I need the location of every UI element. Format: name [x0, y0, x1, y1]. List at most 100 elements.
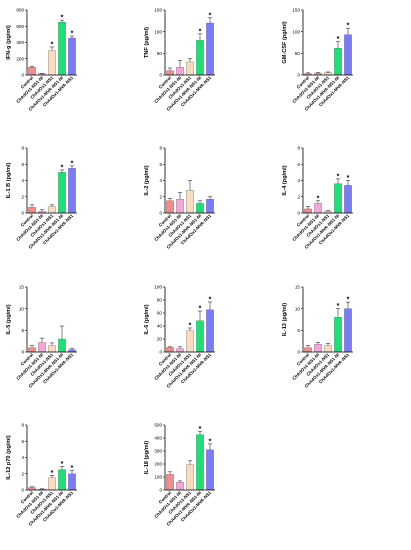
bar	[48, 206, 56, 214]
bar	[68, 473, 76, 491]
chart-panel: IL-18 (pg/ml)0100200300400500ControlChAd…	[144, 423, 215, 527]
bar	[166, 200, 174, 214]
y-tick-label: 2	[21, 194, 24, 199]
y-tick-label: 100	[154, 29, 162, 34]
bar	[176, 199, 184, 214]
chart-panel: IL-13 (pg/ml)051015ControlChAdOx1-NS1-NI…	[282, 285, 353, 389]
y-tick-label: 100	[154, 285, 162, 290]
bar	[344, 185, 352, 214]
y-tick-label: 4	[159, 178, 162, 183]
y-tick-label: 8	[21, 423, 24, 428]
bar	[176, 348, 184, 353]
bar	[48, 50, 56, 76]
bar	[186, 330, 194, 353]
y-axis-label: GM-CSF (pg/ml)	[282, 21, 288, 63]
bar	[334, 183, 342, 214]
y-tick-label: 10	[295, 306, 301, 311]
y-axis-label: IL-4 (pg/ml)	[282, 165, 288, 195]
bar	[38, 342, 46, 353]
bar	[314, 203, 322, 214]
significance-star: *	[51, 41, 54, 48]
bar	[28, 347, 36, 353]
y-tick-label: 4	[297, 178, 300, 183]
bar	[166, 70, 174, 76]
y-tick-label: 8	[21, 146, 24, 151]
bar	[196, 320, 204, 353]
y-axis-label: IL-5 (pg/ml)	[6, 304, 12, 334]
significance-star: *	[71, 31, 74, 38]
bar	[58, 338, 66, 353]
y-tick-label: 5	[21, 328, 24, 333]
significance-star: *	[209, 12, 212, 19]
y-tick-label: 100	[292, 29, 300, 34]
y-tick-label: 0	[297, 211, 300, 216]
significance-star: *	[61, 164, 64, 171]
significance-star: *	[199, 306, 202, 313]
bar	[324, 345, 332, 353]
y-tick-label: 0	[159, 488, 162, 493]
bar	[58, 22, 66, 76]
y-tick-label: 80	[157, 298, 163, 303]
significance-star: *	[61, 461, 64, 468]
bar	[176, 67, 184, 76]
bar	[206, 309, 214, 353]
y-axis-label: IL-18 (pg/ml)	[144, 441, 150, 474]
y-tick-label: 10	[19, 306, 25, 311]
bar	[28, 67, 36, 76]
significance-star: *	[209, 296, 212, 303]
bar	[196, 203, 204, 214]
bar	[166, 347, 174, 353]
bar	[68, 37, 76, 76]
bar	[58, 172, 66, 214]
y-tick-label: 2	[159, 194, 162, 199]
chart-panel: TNF (pg/ml)050100150ControlChAdOx1-NS1-N…	[144, 8, 215, 112]
y-tick-label: 2	[297, 194, 300, 199]
y-axis-label: TNF (pg/ml)	[144, 27, 150, 58]
significance-star: *	[199, 28, 202, 35]
y-tick-label: 500	[154, 423, 162, 428]
significance-star: *	[337, 173, 340, 180]
y-tick-label: 300	[154, 449, 162, 454]
significance-star: *	[71, 465, 74, 472]
bar	[196, 434, 204, 491]
bar	[166, 474, 174, 491]
y-tick-label: 0	[159, 211, 162, 216]
y-tick-label: 15	[19, 285, 25, 290]
y-axis-label: IL-6 (pg/ml)	[144, 304, 150, 334]
y-tick-label: 4	[21, 455, 24, 460]
significance-star: *	[71, 160, 74, 167]
y-tick-label: 0	[21, 488, 24, 493]
chart-panel: IFN-g (pg/ml)0200400600800ControlChAdOx1…	[6, 8, 77, 112]
bar	[206, 449, 214, 491]
y-axis-label: IFN-g (pg/ml)	[6, 25, 12, 60]
bar	[314, 344, 322, 353]
significance-star: *	[51, 470, 54, 477]
bar	[58, 469, 66, 491]
y-tick-label: 200	[16, 56, 24, 61]
bar	[186, 61, 194, 76]
y-axis-label: IL-13 (pg/ml)	[282, 303, 288, 336]
y-tick-label: 4	[21, 178, 24, 183]
significance-star: *	[347, 297, 350, 304]
bar	[48, 345, 56, 353]
y-tick-label: 150	[154, 8, 162, 13]
y-tick-label: 200	[154, 462, 162, 467]
y-tick-label: 6	[21, 162, 24, 167]
significance-star: *	[189, 322, 192, 329]
bar	[196, 40, 204, 76]
y-tick-label: 100	[154, 475, 162, 480]
y-tick-label: 60	[157, 311, 163, 316]
chart-panel: IL-6 (pg/ml)020406080100ControlChAdOx1-N…	[144, 285, 215, 389]
y-tick-label: 6	[159, 162, 162, 167]
y-tick-label: 0	[297, 73, 300, 78]
y-tick-label: 0	[159, 350, 162, 355]
significance-star: *	[337, 303, 340, 310]
y-axis-label: IL-2 (pg/ml)	[144, 165, 150, 195]
significance-star: *	[337, 36, 340, 43]
bar	[48, 477, 56, 491]
significance-star: *	[61, 15, 64, 22]
chart-panel: IL-12 p70 (pg/ml)02468ControlChAdOx1-NS1…	[6, 423, 77, 527]
y-tick-label: 8	[297, 146, 300, 151]
bar	[186, 190, 194, 214]
